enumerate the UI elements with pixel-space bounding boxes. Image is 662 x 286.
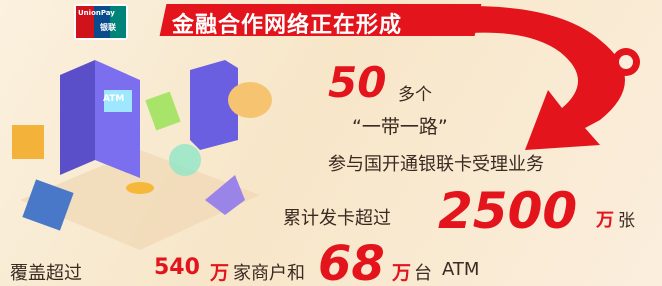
merchants-number: 540 xyxy=(154,255,200,280)
count: 50 xyxy=(328,58,386,107)
wallet xyxy=(12,125,44,159)
infographic: 金融合作网络正在形成 UnionPay 银联 ATM 50 多个 “一带一路” … xyxy=(0,0,662,286)
arrow xyxy=(470,6,625,150)
countries-desc: 参与国开通银联卡受理业务 xyxy=(328,150,544,176)
atm-unit: 万 xyxy=(392,258,411,285)
piggy xyxy=(228,82,272,118)
atm-label: ATM xyxy=(103,94,124,104)
cards-prefix: 累计发卡超过 xyxy=(283,204,391,230)
cards-unit: 万 xyxy=(596,206,614,232)
belt-road: “一带一路” xyxy=(352,112,448,139)
merchants-prefix: 覆盖超过 xyxy=(10,259,82,285)
atm-front xyxy=(95,60,140,178)
cards-number: 2500 xyxy=(438,182,577,240)
merchants-suffix: 家商户和 xyxy=(233,259,305,285)
logo-text-cn: 银联 xyxy=(100,22,116,33)
atm-measure: 台 xyxy=(414,259,432,285)
cards-suffix: 张 xyxy=(618,206,635,231)
merchants-unit: 万 xyxy=(210,258,229,285)
atm-text: ATM xyxy=(442,259,479,280)
atm-side xyxy=(60,60,95,175)
coin2 xyxy=(169,144,201,176)
atm-number: 68 xyxy=(318,236,385,286)
dot-inner xyxy=(619,55,633,69)
count-unit: 多个 xyxy=(398,80,432,105)
coin xyxy=(126,182,154,194)
card xyxy=(145,92,180,131)
logo-text: UnionPay xyxy=(78,9,115,17)
title: 金融合作网络正在形成 xyxy=(172,7,402,39)
